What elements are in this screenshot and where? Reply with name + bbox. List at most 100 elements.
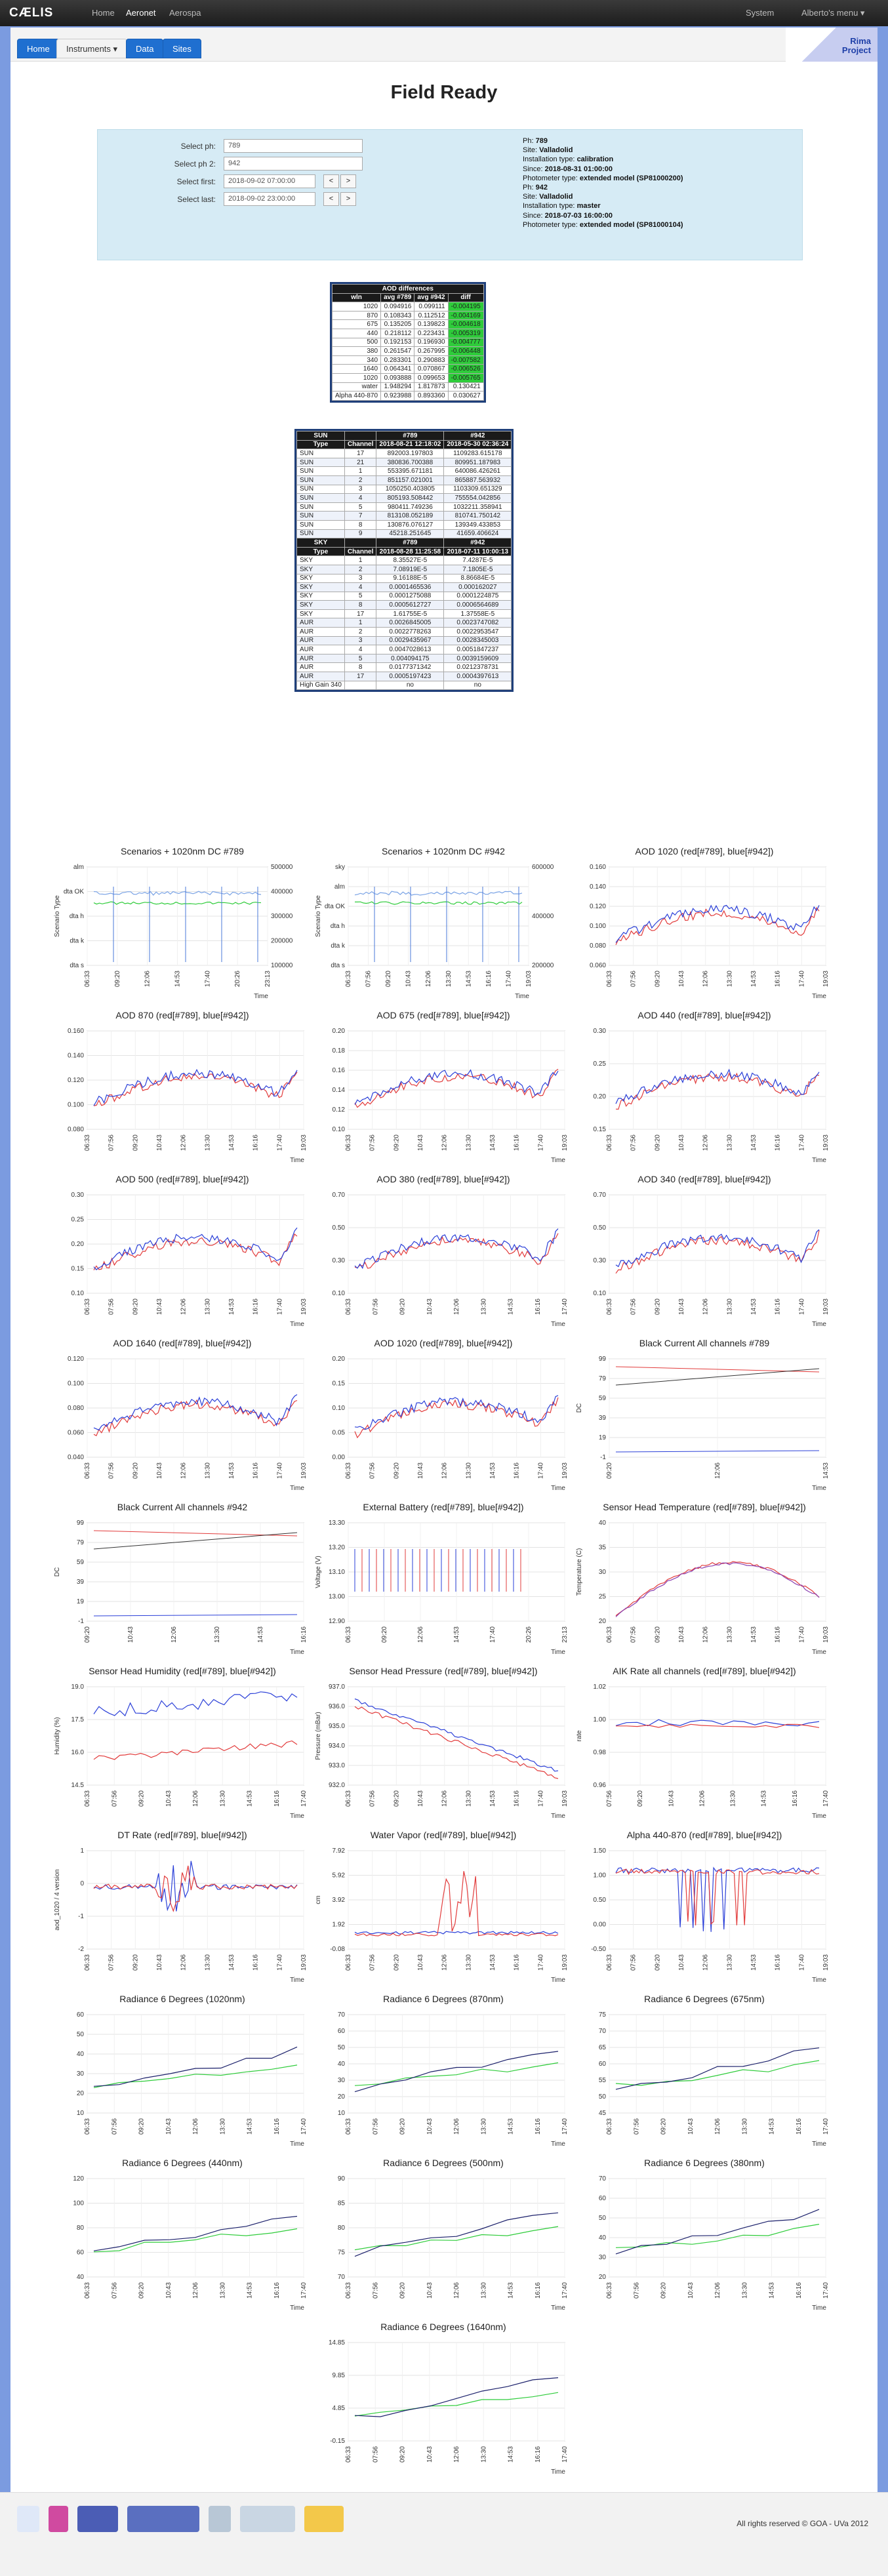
chart-title: AOD 440 (red[#789], blue[#942]) xyxy=(637,1010,771,1020)
x-tick-label: 10:43 xyxy=(687,2282,695,2299)
x-tick-label: 14:53 xyxy=(489,1135,496,1151)
table-cell: 0.0005197423 xyxy=(376,672,445,681)
ph2-select[interactable]: 942 xyxy=(224,157,363,171)
table-cell: no xyxy=(376,680,445,691)
x-tick-label: 06:33 xyxy=(606,2118,613,2135)
x-tick-label: 19:03 xyxy=(561,1954,569,1971)
x-tick-label: 12:06 xyxy=(702,971,710,987)
y-tick-label: 90 xyxy=(338,2175,346,2183)
x-tick-label: 17:40 xyxy=(537,1135,544,1151)
series-black-line xyxy=(615,1368,820,1386)
y-tick-label: 20 xyxy=(599,1618,607,1625)
x-tick-label: 16:16 xyxy=(514,1790,521,1807)
table-cell: SUN xyxy=(296,449,345,458)
chart-panel: AOD 380 (red[#789], blue[#942]) 0.70 0.50 0… xyxy=(312,1174,575,1331)
x-tick-label: 16:16 xyxy=(252,1135,260,1151)
uva-logo[interactable] xyxy=(49,2506,68,2532)
x-tick-label: 14:53 xyxy=(750,1135,757,1151)
x-axis-label: Time xyxy=(290,1649,304,1656)
table-cell: #942 xyxy=(443,538,512,548)
x-tick-label: 07:56 xyxy=(630,1626,637,1643)
nav-aerospa[interactable]: Aerospa xyxy=(169,8,201,18)
x-tick-label: 12:06 xyxy=(453,2282,460,2299)
brand-logo[interactable]: CÆLIS xyxy=(9,6,54,20)
x-tick-label: 09:20 xyxy=(606,1462,613,1479)
x-tick-label: 06:33 xyxy=(84,1954,91,1971)
x-tick-label: 07:56 xyxy=(372,2118,379,2135)
x-tick-label: 07:56 xyxy=(108,1462,115,1479)
last-next-button[interactable]: > xyxy=(340,192,356,206)
x-tick-label: 20:26 xyxy=(525,1626,533,1643)
y-tick-label: alm xyxy=(73,864,84,871)
x-tick-label: 14:53 xyxy=(750,1298,757,1315)
chart-panel: Radiance 6 Degrees (500nm) 90 85 80 75 70 06:3… xyxy=(312,2158,575,2315)
info-value: extended model (SP81000104) xyxy=(579,220,683,229)
info-row: Installation type: calibration xyxy=(523,155,683,164)
x-tick-label: 10:43 xyxy=(156,1954,163,1971)
chart-title: AIK Rate all channels (red[#789], blue[#… xyxy=(613,1666,796,1676)
first-date-input[interactable]: 2018-09-02 07:00:00 xyxy=(224,174,315,188)
x-tick-label: 16:16 xyxy=(300,1626,308,1643)
table-row: 380 0.261547 0.267995 -0.006448 xyxy=(331,346,484,356)
last-prev-button[interactable]: < xyxy=(323,192,339,206)
table-cell: Type xyxy=(296,546,345,557)
x-tick-label: 14:53 xyxy=(750,971,757,987)
table-row: SKY 17 1.61755E-5 1.37558E-5 xyxy=(296,609,512,619)
aeronet-logo[interactable] xyxy=(77,2506,118,2532)
ph1-select[interactable]: 789 xyxy=(224,139,363,153)
x-tick-label: 10:43 xyxy=(165,2282,172,2299)
series-789-line xyxy=(354,1871,559,1937)
x-tick-label: 13:30 xyxy=(465,1135,472,1151)
table-cell: 0.0047028613 xyxy=(376,645,445,654)
series-789-line xyxy=(615,1868,820,1925)
tab-data[interactable]: Data xyxy=(126,39,164,58)
gobierno-logo[interactable] xyxy=(304,2506,344,2532)
photons-logo[interactable] xyxy=(209,2506,231,2532)
x-tick-label: 13:30 xyxy=(465,1462,472,1479)
series-942-line xyxy=(615,1068,820,1104)
x-tick-label: 16:16 xyxy=(273,2282,281,2299)
series-942-line xyxy=(93,1691,298,1717)
table-cell: water xyxy=(331,382,382,392)
y-tick-label: 17.5 xyxy=(71,1716,85,1723)
y-tick-label: 70 xyxy=(599,2028,607,2035)
y-tick-label: 1.50 xyxy=(594,1847,607,1855)
chart-title: Radiance 6 Degrees (1640nm) xyxy=(380,2322,506,2332)
table-row: Type Channel 2018-08-21 12:18:02 2018-05-30… xyxy=(296,439,512,450)
first-next-button[interactable]: > xyxy=(340,174,356,188)
table-cell: 2018-08-28 11:25:58 xyxy=(376,546,445,557)
chart-title: AOD 1020 (red[#789], blue[#942]) xyxy=(635,846,774,856)
x-tick-label: 14:53 xyxy=(769,2282,776,2299)
table-row: SKY 5 0.0001275088 0.0001224875 xyxy=(296,591,512,601)
actris-logo[interactable] xyxy=(240,2506,295,2532)
first-prev-button[interactable]: < xyxy=(323,174,339,188)
nav-home[interactable]: Home xyxy=(92,8,115,18)
y-tick-label: 934.0 xyxy=(329,1742,345,1750)
table-cell: 0.099653 xyxy=(414,372,449,383)
x-tick-label: 13:30 xyxy=(219,2118,226,2135)
y-tick-label: 12.90 xyxy=(329,1618,345,1625)
aeronet-logo[interactable] xyxy=(127,2506,199,2532)
x-tick-label: 12:06 xyxy=(453,2118,460,2135)
x-axis-label: Time xyxy=(812,1977,826,1984)
table-cell: 1050250.403805 xyxy=(376,484,445,494)
x-tick-label: 06:33 xyxy=(345,1954,352,1971)
table-row: AUR 2 0.0022778263 0.0022953547 xyxy=(296,627,512,637)
x-tick-label: 10:43 xyxy=(426,2118,434,2135)
nav-user-menu[interactable]: Alberto's menu ▾ xyxy=(801,8,865,18)
x-tick-label: 17:40 xyxy=(276,1298,283,1315)
y-tick-label: 85 xyxy=(338,2200,346,2207)
tab-instruments[interactable]: Instruments ▾ xyxy=(56,39,128,58)
y-tick-label: 933.0 xyxy=(329,1762,345,1769)
last-date-input[interactable]: 2018-09-02 23:00:00 xyxy=(224,192,315,206)
x-tick-label: 12:06 xyxy=(425,971,432,987)
nav-system[interactable]: System xyxy=(746,8,775,18)
tab-home[interactable]: Home xyxy=(17,39,60,58)
nav-aeronet[interactable]: Aeronet xyxy=(126,8,156,18)
goa-logo[interactable] xyxy=(17,2506,39,2532)
tab-sites[interactable]: Sites xyxy=(163,39,201,58)
x-tick-label: 07:56 xyxy=(369,1135,376,1151)
